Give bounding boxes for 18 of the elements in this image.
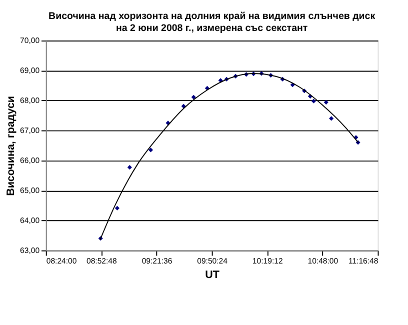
y-tick-label: 63,00 bbox=[20, 246, 40, 255]
y-tick-label: 68,00 bbox=[20, 96, 40, 105]
y-tick-label: 67,00 bbox=[20, 126, 40, 135]
y-tick-label: 64,00 bbox=[20, 216, 40, 225]
chart-title: Височина над хоризонта на долния край на видимия слънчев диск на 2 юни 2008 г., измерена със секстант bbox=[48, 11, 376, 34]
x-tick-label: 09:21:36 bbox=[142, 256, 172, 266]
y-tick-label: 70,00 bbox=[20, 36, 40, 45]
x-axis-title: UT bbox=[205, 269, 220, 282]
x-tick-label: 10:19:12 bbox=[252, 256, 283, 266]
x-tick-label: 08:52:48 bbox=[86, 256, 117, 266]
x-tick-label: 11:16:48 bbox=[348, 256, 378, 266]
y-axis-title: Височина, градуси bbox=[5, 96, 18, 196]
x-tick-label: 09:50:24 bbox=[197, 256, 228, 266]
y-tick-label: 66,00 bbox=[20, 156, 40, 165]
x-tick-label: 08:24:00 bbox=[46, 256, 78, 266]
y-tick-label: 65,00 bbox=[20, 186, 40, 195]
x-tick-label: 10:48:00 bbox=[308, 256, 339, 266]
y-tick-label: 69,00 bbox=[20, 66, 40, 75]
